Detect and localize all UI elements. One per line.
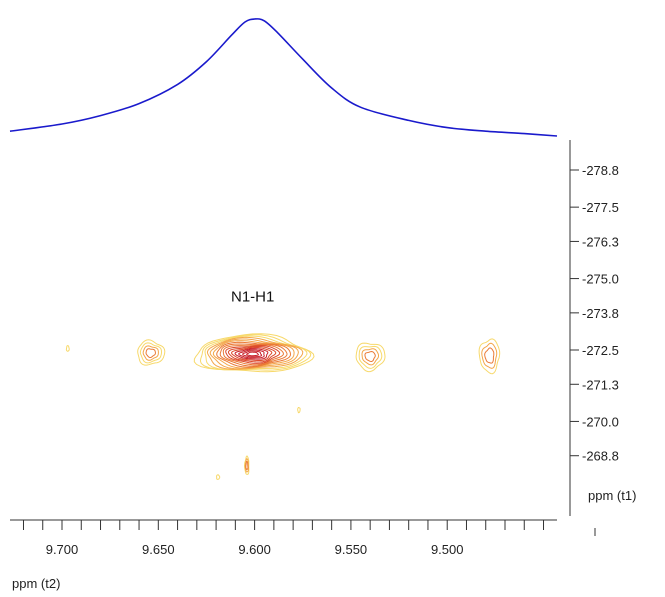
peak-contour (297, 407, 301, 414)
contour-level (297, 407, 301, 414)
peak-contour (243, 455, 250, 475)
projection-1d (9, 18, 558, 137)
y-tick-label: -276.3 (582, 234, 619, 249)
contour-level (244, 458, 249, 473)
contour-level (358, 345, 383, 369)
contour-level (238, 349, 265, 359)
x-tick-label: 9.650 (142, 542, 175, 557)
projection-trace (9, 18, 558, 137)
contour-level (219, 343, 288, 367)
y-axis-label: ppm (t1) (588, 488, 636, 503)
contour-level (204, 335, 308, 371)
x-tick-label: 9.550 (335, 542, 368, 557)
y-tick-label: -277.5 (582, 200, 619, 215)
contour-level (234, 348, 269, 360)
contour-level (137, 339, 166, 366)
contour-level (481, 342, 498, 369)
peak-contour (478, 338, 501, 375)
y-tick-label: -270.0 (582, 414, 619, 429)
contour-level (484, 347, 495, 364)
contour-level (230, 347, 273, 361)
y-axis: -278.8 -277.5 -276.3 -275.0 -273.8 -272.5 -271… (569, 140, 619, 536)
contour-level (216, 474, 221, 480)
contour-level (222, 344, 285, 366)
peak-contour (137, 339, 166, 366)
contour-level (245, 461, 249, 471)
contour-level (225, 345, 281, 364)
peak-contour (355, 342, 386, 373)
annotations: N1-H1 (231, 288, 274, 305)
peak-contour (65, 345, 70, 352)
contour-level (199, 334, 312, 371)
contour-plot (65, 333, 501, 480)
contour-level (139, 342, 162, 364)
contour-level (355, 342, 386, 373)
contour-level (242, 350, 263, 358)
contour-level (364, 350, 376, 362)
contour-level (227, 346, 277, 363)
y-tick-label: -275.0 (582, 272, 619, 287)
contour-level (246, 351, 259, 357)
contour-level (65, 345, 70, 352)
x-tick-label: 9.700 (46, 542, 79, 557)
contour-level (145, 348, 156, 358)
y-tick-label: -268.8 (582, 449, 619, 464)
x-tick-label: 9.600 (238, 542, 271, 557)
x-axis: 9.700 9.650 9.600 9.550 9.500 (10, 519, 557, 557)
y-tick-label: -272.5 (582, 343, 619, 358)
peak-label: N1-H1 (231, 288, 274, 305)
y-tick-label: -271.3 (582, 377, 619, 392)
y-tick-label: -273.8 (582, 306, 619, 321)
contour-level (193, 333, 315, 373)
contour-level (142, 345, 159, 361)
contour-level (243, 455, 250, 475)
x-tick-label: 9.500 (431, 542, 464, 557)
x-axis-label: ppm (t2) (12, 576, 60, 591)
contour-level (478, 338, 501, 375)
peak-contour (193, 333, 315, 373)
peak-contour (216, 474, 221, 480)
contour-level (361, 348, 379, 366)
contour-level (206, 336, 304, 370)
y-tick-label: -278.8 (582, 163, 619, 178)
